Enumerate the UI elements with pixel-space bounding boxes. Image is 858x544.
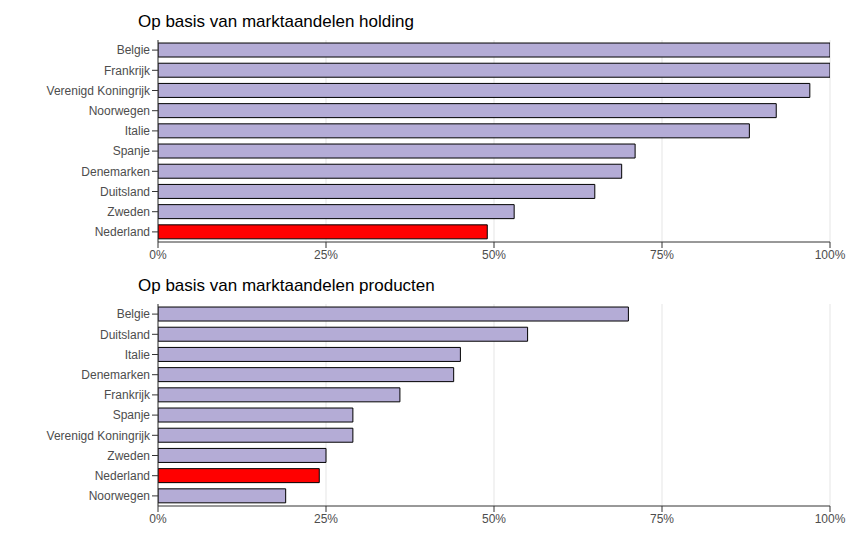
svg-text:Nederland: Nederland — [95, 469, 150, 483]
svg-text:50%: 50% — [482, 512, 506, 526]
svg-text:Verenigd Koningrijk: Verenigd Koningrijk — [47, 429, 151, 443]
svg-text:0%: 0% — [149, 248, 167, 262]
svg-text:100%: 100% — [815, 512, 846, 526]
svg-text:Denemarken: Denemarken — [81, 368, 150, 382]
svg-text:Belgie: Belgie — [117, 307, 151, 321]
svg-text:Italie: Italie — [125, 124, 151, 138]
svg-text:Verenigd Koningrijk: Verenigd Koningrijk — [47, 84, 151, 98]
svg-text:0%: 0% — [149, 512, 167, 526]
svg-text:Belgie: Belgie — [117, 43, 151, 57]
html-text:Op basis van marktaandelen hol: Op basis van marktaandelen holding — [138, 12, 414, 31]
svg-text:Duitsland: Duitsland — [100, 328, 150, 342]
svg-text:Frankrijk: Frankrijk — [104, 64, 151, 78]
svg-text:Frankrijk: Frankrijk — [104, 388, 151, 402]
svg-text:75%: 75% — [650, 512, 674, 526]
svg-text:Spanje: Spanje — [113, 408, 151, 422]
svg-text:25%: 25% — [314, 512, 338, 526]
svg-text:Denemarken: Denemarken — [81, 165, 150, 179]
svg-text:Nederland: Nederland — [95, 225, 150, 239]
html-text:Op basis van marktaandelen pro: Op basis van marktaandelen producten — [138, 276, 435, 295]
svg-text:Zweden: Zweden — [107, 205, 150, 219]
svg-text:Noorwegen: Noorwegen — [89, 104, 150, 118]
svg-text:Noorwegen: Noorwegen — [89, 489, 150, 503]
svg-text:Spanje: Spanje — [113, 144, 151, 158]
svg-text:Zweden: Zweden — [107, 449, 150, 463]
svg-text:75%: 75% — [650, 248, 674, 262]
svg-text:Italie: Italie — [125, 348, 151, 362]
svg-text:100%: 100% — [815, 248, 846, 262]
svg-text:Duitsland: Duitsland — [100, 185, 150, 199]
svg-text:50%: 50% — [482, 248, 506, 262]
svg-text:25%: 25% — [314, 248, 338, 262]
